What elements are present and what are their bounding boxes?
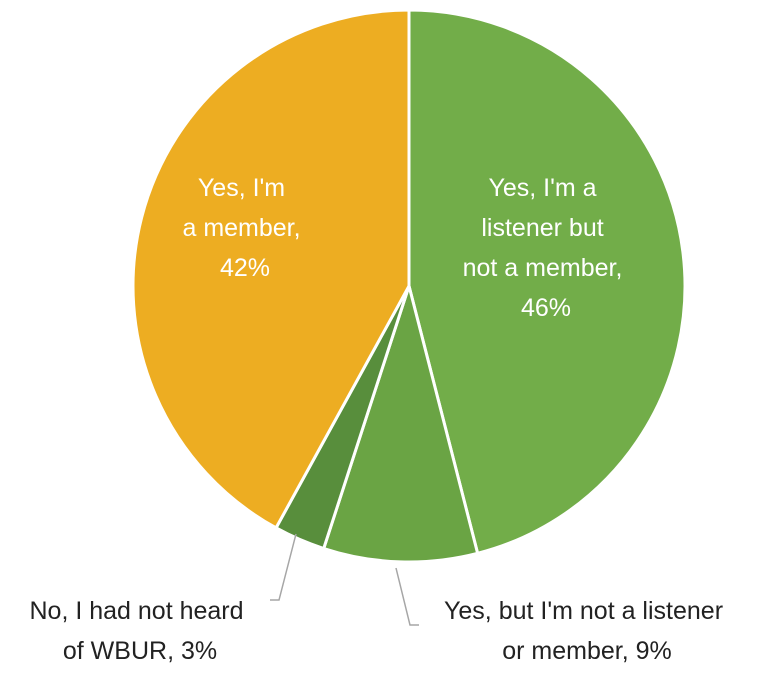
slice-label-line: Yes, I'm <box>198 174 285 202</box>
slice-label-line: listener but <box>481 214 603 242</box>
slice-label-line: a member, <box>182 214 300 242</box>
slice-label-line: 42% <box>220 254 270 282</box>
slice-label-listener-not-member: Yes, I'm a listener but not a member, 46… <box>463 174 630 322</box>
slice-member <box>131 8 411 530</box>
slice-label-line: Yes, I'm a <box>488 174 596 202</box>
slice-listener-not-member <box>407 8 687 555</box>
slice-label-not-heard: No, I had not heard of WBUR, 3% <box>30 597 251 665</box>
slice-label-line: not a member, <box>463 254 623 282</box>
slice-label-not-listener-or-member: Yes, but I'm not a listener or member, 9… <box>444 597 730 665</box>
slice-label-line: No, I had not heard <box>30 597 244 625</box>
slice-label-line: of WBUR, 3% <box>63 637 217 665</box>
slice-label-line: Yes, but I'm not a listener <box>444 597 723 625</box>
slice-label-member: Yes, I'm a member, 42% <box>182 174 307 282</box>
slice-label-line: 46% <box>521 294 571 322</box>
slice-label-line: or member, 9% <box>502 637 672 665</box>
slice-not-listener-or-member <box>322 284 480 564</box>
leader-line-not-heard <box>270 533 297 601</box>
leader-line-not-listener <box>395 567 419 626</box>
leader-lines <box>270 533 419 626</box>
pie-slices <box>131 8 687 564</box>
